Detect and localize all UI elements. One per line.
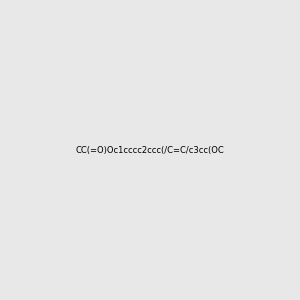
Text: CC(=O)Oc1cccc2ccc(/C=C/c3cc(OC: CC(=O)Oc1cccc2ccc(/C=C/c3cc(OC <box>76 146 224 154</box>
